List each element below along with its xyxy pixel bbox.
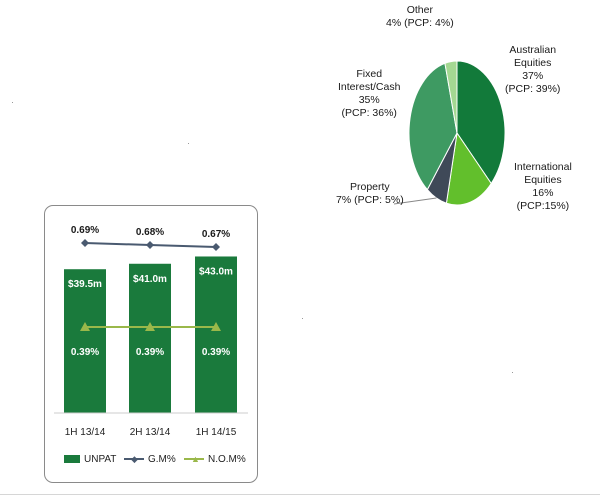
pie-slice — [456, 60, 506, 185]
pie-label-property: Property 7% (PCP: 5%) — [336, 181, 404, 206]
legend-swatch-unpat — [64, 455, 80, 463]
legend-swatch-gm: ◆ — [124, 454, 144, 464]
gm-value-label: 0.69% — [71, 225, 99, 236]
bar-value-label: $43.0m — [199, 266, 233, 277]
marker-gm — [212, 243, 220, 251]
scan-speck — [302, 318, 303, 319]
x-tick-label: 2H 13/14 — [130, 427, 171, 438]
nom-value-label: 0.39% — [202, 347, 230, 358]
pie-label-fixed-interest: Fixed Interest/Cash 35% (PCP: 36%) — [338, 68, 401, 119]
nom-value-label: 0.39% — [71, 347, 99, 358]
pie-label-international-equities: International Equities 16% (PCP:15%) — [514, 161, 572, 212]
legend-label-unpat: UNPAT — [84, 453, 117, 465]
bar-value-label: $39.5m — [68, 279, 102, 290]
asset-allocation-pie — [393, 60, 506, 206]
marker-nom — [80, 322, 90, 331]
nom-value-label: 0.39% — [136, 347, 164, 358]
bar-unpat — [195, 256, 237, 413]
pie-slice — [408, 62, 458, 191]
x-tick-label: 1H 14/15 — [196, 427, 237, 438]
legend-label-gm: G.M% — [148, 453, 176, 465]
bar-value-label: $41.0m — [133, 274, 167, 285]
bottom-divider — [0, 494, 600, 495]
scan-speck — [512, 372, 513, 373]
gm-value-label: 0.67% — [202, 229, 230, 240]
legend-item-unpat: UNPAT — [64, 450, 116, 468]
legend-label-nom: N.O.M% — [208, 453, 246, 465]
pie-leader-line — [393, 197, 437, 205]
legend-item-nom: ▲ N.O.M% — [184, 450, 246, 468]
marker-nom — [145, 322, 155, 331]
x-tick-label: 1H 13/14 — [65, 427, 106, 438]
legend-item-gm: ◆ G.M% — [124, 450, 176, 468]
bar-unpat — [64, 269, 106, 413]
pie-slice — [445, 131, 492, 206]
bar-chart-legend: UNPAT ◆ G.M% ▲ N.O.M% — [44, 450, 258, 468]
scan-speck — [12, 102, 13, 103]
marker-gm — [146, 241, 154, 249]
scan-speck — [188, 143, 189, 144]
pie-label-other: Other 4% (PCP: 4%) — [386, 4, 454, 29]
earnings-bar-chart: $39.5m $41.0m $43.0m 0.69% 0.68% 0.67% 0.39% 0.… — [54, 225, 248, 438]
pie-slice — [444, 60, 458, 134]
bar-unpat — [129, 263, 171, 413]
marker-nom — [211, 322, 221, 331]
pie-label-australian-equities: Australian Equities 37% (PCP: 39%) — [505, 44, 561, 95]
legend-swatch-nom: ▲ — [184, 454, 204, 464]
gm-value-label: 0.68% — [136, 227, 164, 238]
marker-gm — [81, 239, 89, 247]
